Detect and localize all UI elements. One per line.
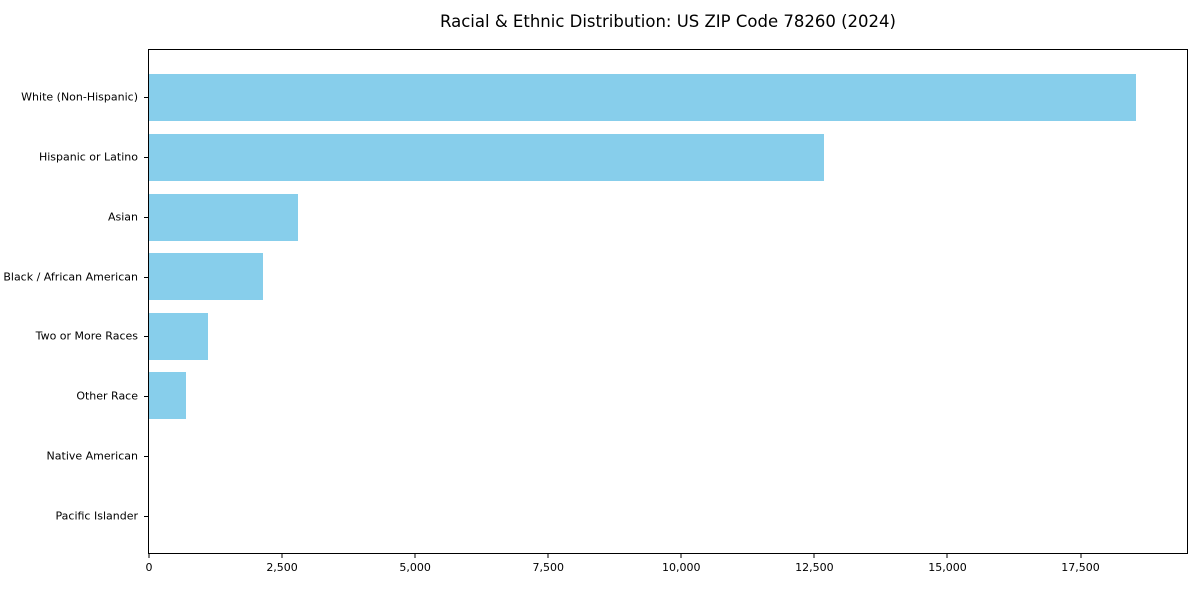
bar-row bbox=[149, 68, 1187, 128]
bar bbox=[149, 372, 186, 420]
y-axis-label: Other Race bbox=[76, 389, 138, 403]
x-axis-tick bbox=[414, 554, 416, 558]
y-axis-label: Hispanic or Latino bbox=[38, 150, 138, 164]
chart-title: Racial & Ethnic Distribution: US ZIP Cod… bbox=[440, 12, 896, 31]
x-axis-tick bbox=[281, 554, 283, 558]
y-axis-tick bbox=[144, 456, 148, 458]
y-axis-tick bbox=[144, 396, 148, 398]
bar-row bbox=[149, 128, 1187, 188]
x-axis-tick-label: 0 bbox=[145, 561, 153, 574]
y-axis-tick bbox=[144, 336, 148, 338]
x-axis-tick bbox=[680, 554, 682, 558]
x-axis-tick bbox=[148, 554, 150, 558]
y-axis-label: Pacific Islander bbox=[55, 509, 138, 523]
bar-row bbox=[149, 187, 1187, 247]
y-axis-tick bbox=[144, 96, 148, 98]
x-axis-tick bbox=[813, 554, 815, 558]
y-axis-tick bbox=[144, 276, 148, 278]
y-axis-tick bbox=[144, 216, 148, 218]
bar bbox=[149, 193, 299, 241]
bar bbox=[149, 133, 825, 181]
x-axis-tick-label: 10,000 bbox=[662, 561, 701, 574]
y-axis-label: Two or More Races bbox=[35, 329, 138, 343]
x-axis-tick-label: 17,500 bbox=[1061, 561, 1100, 574]
y-axis-label: Asian bbox=[107, 210, 138, 224]
bar bbox=[149, 74, 1137, 122]
x-axis-tick-label: 15,000 bbox=[928, 561, 967, 574]
bar-row bbox=[149, 366, 1187, 426]
x-axis-tick bbox=[547, 554, 549, 558]
x-axis-tick-label: 7,500 bbox=[532, 561, 564, 574]
x-axis-tick-label: 2,500 bbox=[266, 561, 298, 574]
bar-row bbox=[149, 426, 1187, 486]
y-axis-label: Black / African American bbox=[3, 270, 138, 284]
bar bbox=[149, 312, 209, 360]
bar-row bbox=[149, 247, 1187, 307]
y-axis-label: Native American bbox=[46, 449, 138, 463]
y-axis-label: White (Non-Hispanic) bbox=[21, 90, 138, 104]
bar-row bbox=[149, 307, 1187, 367]
y-axis: White (Non-Hispanic) Hispanic or Latino As… bbox=[0, 49, 148, 554]
y-axis-tick bbox=[144, 156, 148, 158]
x-axis-tick-label: 12,500 bbox=[795, 561, 834, 574]
bars-container bbox=[149, 50, 1187, 553]
x-axis: 0 2,500 5,000 7,500 10,000 12,500 15,000 17,500 bbox=[145, 554, 1187, 584]
x-axis-tick bbox=[1080, 554, 1082, 558]
y-axis-tick bbox=[144, 516, 148, 518]
plot-area bbox=[148, 49, 1188, 554]
bar-row bbox=[149, 485, 1187, 545]
x-axis-tick-label: 5,000 bbox=[399, 561, 431, 574]
x-axis-tick bbox=[946, 554, 948, 558]
bar bbox=[149, 253, 263, 301]
